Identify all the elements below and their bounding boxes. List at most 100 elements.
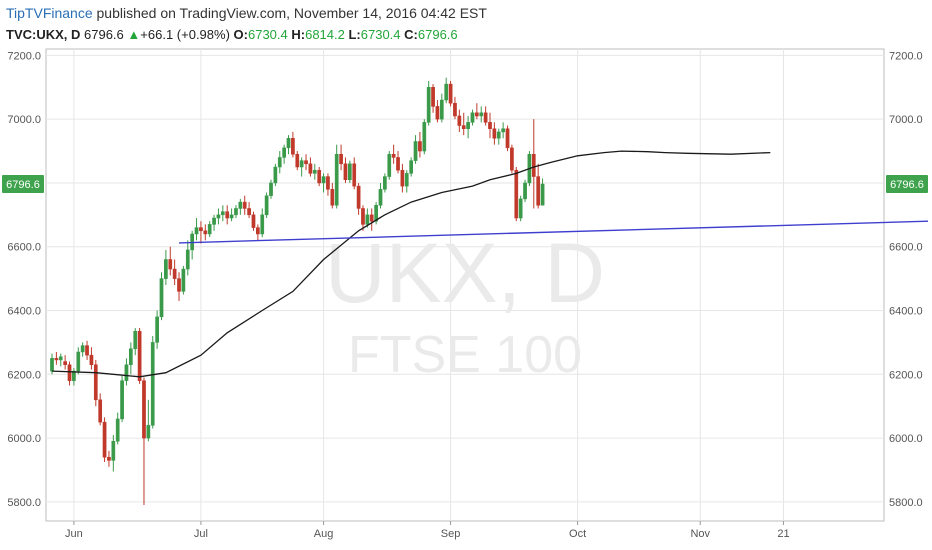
symbol-name: TVC:UKX, D (6, 27, 81, 42)
candle (137, 328, 142, 384)
candle-body (418, 141, 422, 152)
y-tick-label-right: 5800.0 (889, 497, 923, 509)
candle (229, 208, 234, 222)
x-axis[interactable]: Jun Jul Aug Sep Oct Nov 21 (65, 521, 790, 540)
last-price: 6796.6 (84, 27, 124, 42)
publisher-line: TipTVFinance published on TradingView.co… (6, 5, 487, 21)
candle (461, 112, 466, 136)
candle (488, 112, 492, 139)
candle (256, 224, 260, 241)
candle (98, 393, 103, 426)
low-value: 6730.4 (360, 27, 401, 42)
candle-body (304, 160, 308, 165)
candle-body (256, 227, 260, 235)
candle-body (536, 176, 541, 206)
candle-body (308, 163, 313, 174)
candle-body (76, 351, 81, 372)
candle-body (369, 214, 374, 222)
candle (304, 154, 308, 171)
candle (207, 221, 212, 238)
candle-body (80, 345, 85, 353)
candle-body (426, 87, 431, 123)
candle (439, 93, 444, 123)
candle (115, 412, 120, 445)
candle (523, 179, 527, 203)
candle-body (435, 106, 440, 120)
candle (58, 353, 63, 367)
candle (343, 157, 348, 183)
candle (277, 151, 282, 174)
y-tick-label-right: 6000.0 (889, 433, 923, 445)
candle-body (387, 153, 392, 177)
candle (155, 310, 159, 349)
close-label: C: (404, 27, 418, 42)
candle (378, 182, 383, 209)
candle (291, 131, 295, 158)
candle-body (273, 166, 278, 184)
candle-body (133, 330, 138, 350)
y-tick-label-left: 6000.0 (7, 433, 41, 445)
candle-body (431, 87, 435, 107)
candle-body (299, 160, 304, 168)
candle-body (422, 122, 427, 152)
candle-body (330, 189, 335, 206)
candle (444, 77, 449, 104)
candle-body (510, 147, 514, 171)
candle-body (378, 189, 383, 206)
candle (418, 131, 422, 158)
price-label-text: 6796.6 (890, 179, 924, 191)
candle-body (72, 370, 76, 381)
candle-body (404, 173, 409, 187)
trendline (178, 220, 929, 244)
candle-body (194, 227, 199, 235)
candle-body (339, 153, 343, 165)
candle (295, 151, 300, 171)
candle-body (85, 345, 89, 356)
candle-body (383, 176, 387, 190)
candle-body (343, 163, 348, 181)
candle (334, 144, 339, 209)
candle (435, 100, 440, 123)
candle (479, 106, 484, 123)
candle (352, 157, 357, 190)
candle-body (282, 147, 286, 158)
candle-body (207, 224, 212, 235)
candle-body (216, 214, 221, 219)
candle-body (142, 380, 146, 439)
indicator-lines (51, 150, 929, 378)
candle-body (98, 399, 103, 423)
candle (496, 128, 501, 145)
y-tick-label-left: 6400.0 (7, 306, 41, 318)
candle-body (199, 227, 203, 232)
candle-body (260, 214, 265, 235)
candle (216, 208, 221, 225)
candle (326, 173, 330, 196)
candle-body (89, 354, 94, 365)
open-label: O: (233, 27, 248, 42)
candle-body (225, 211, 230, 219)
candle (448, 80, 453, 107)
publisher-name[interactable]: TipTVFinance (6, 5, 93, 21)
candle (67, 361, 72, 386)
candle (282, 144, 286, 164)
candle-body (391, 153, 396, 158)
x-tick-label: Aug (314, 528, 334, 540)
candle (422, 119, 427, 155)
candle-body (488, 122, 492, 129)
candle (72, 367, 76, 386)
candle (431, 84, 435, 113)
candle (159, 272, 164, 321)
candle (142, 377, 146, 506)
candle (247, 202, 251, 219)
candle (483, 106, 488, 126)
candle-body (365, 214, 370, 225)
candle (54, 351, 59, 365)
candle-body (321, 176, 326, 184)
candle-body (496, 131, 501, 139)
candle (540, 178, 545, 206)
x-tick-label: Jul (194, 528, 208, 540)
candle-body (518, 198, 523, 219)
x-tick-label: 21 (777, 528, 789, 540)
candle (413, 135, 418, 164)
